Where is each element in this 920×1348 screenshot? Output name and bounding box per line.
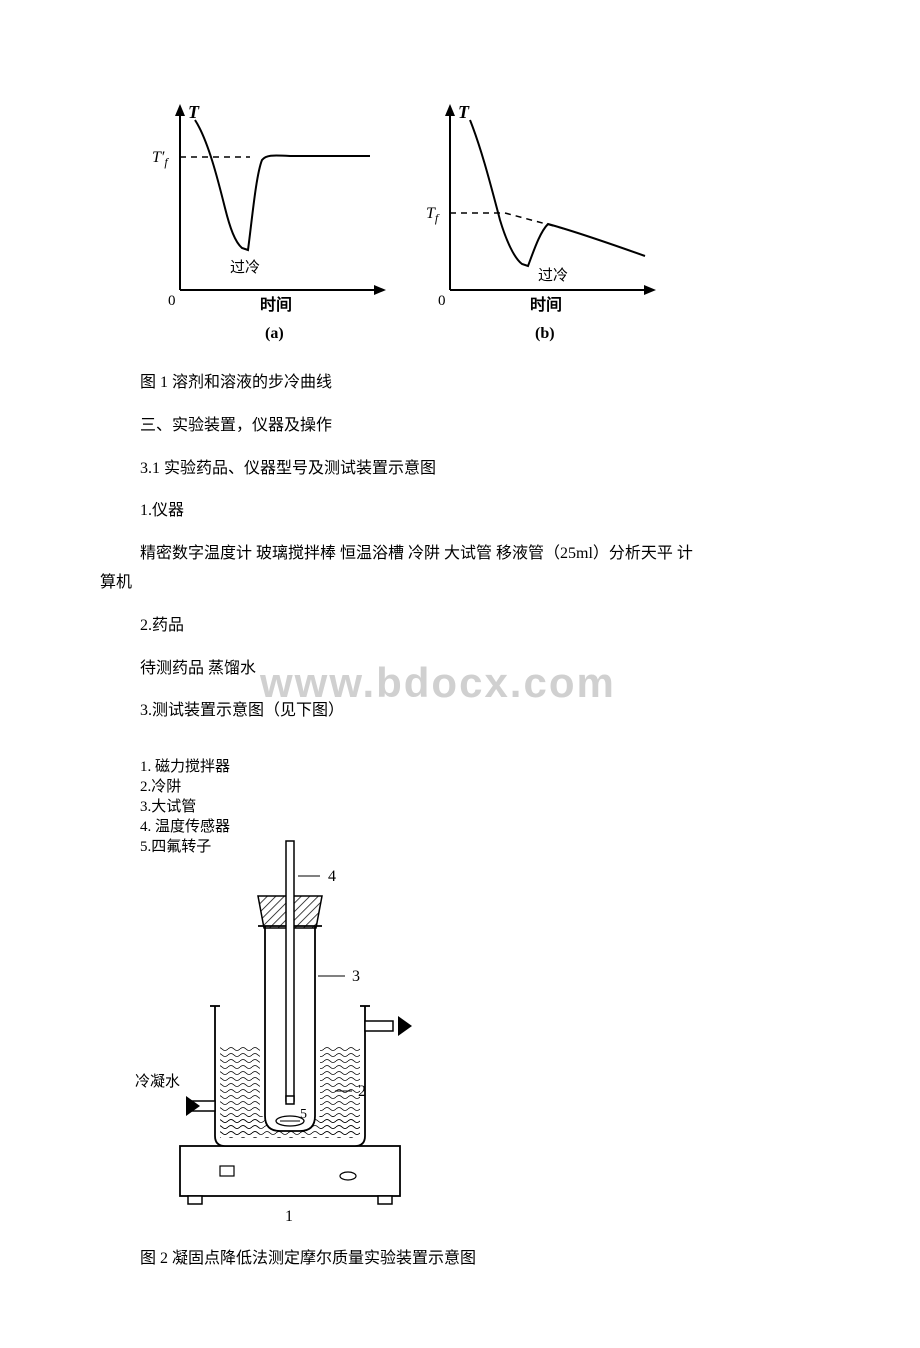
item-1-line1: 精密数字温度计 玻璃搅拌棒 恒温浴槽 冷阱 大试管 移液管（25ml）分析天平 … (140, 545, 693, 562)
legend-5: 5.四氟转子 (140, 838, 211, 855)
legend-3: 3.大试管 (140, 798, 196, 815)
panel-b-ylabel: T (458, 102, 470, 122)
apparatus-label-5: 5 (300, 1107, 307, 1122)
panel-a-tf-label: T′f (152, 149, 169, 169)
panel-a-origin: 0 (168, 293, 176, 309)
panel-b-origin: 0 (438, 293, 446, 309)
panel-a-supercool: 过冷 (230, 259, 260, 276)
item-1-label: 1.仪器 (140, 497, 820, 526)
panel-a-ylabel: T (188, 102, 200, 122)
section-3-1: 3.1 实验药品、仪器型号及测试装置示意图 (140, 455, 820, 484)
item-3-label: 3.测试装置示意图（见下图） (140, 697, 820, 726)
panel-b-tf-label: Tf (426, 205, 440, 225)
panel-a-xlabel: 时间 (260, 295, 292, 314)
legend-2: 2.冷阱 (140, 778, 181, 795)
apparatus-svg: 1. 磁力搅拌器 2.冷阱 3.大试管 4. 温度传感器 5.四氟转子 1 冷凝… (120, 746, 460, 1226)
item-1-content: 精密数字温度计 玻璃搅拌棒 恒温浴槽 冷阱 大试管 移液管（25ml）分析天平 … (100, 540, 820, 598)
coolant-label: 冷凝水 (135, 1073, 180, 1090)
apparatus-label-4: 4 (328, 868, 336, 885)
section-3-title: 三、实验装置，仪器及操作 (140, 412, 820, 441)
panel-b-xlabel: 时间 (530, 295, 562, 314)
cooling-curves-svg: T T′f 过冷 0 时间 (a) T Tf (140, 90, 680, 350)
apparatus-label-1: 1 (285, 1208, 293, 1225)
panel-a-label: (a) (265, 325, 284, 342)
panel-b-label: (b) (535, 325, 555, 342)
legend-1: 1. 磁力搅拌器 (140, 758, 230, 775)
item-1-line2: 算机 (100, 574, 132, 591)
figure-1: T T′f 过冷 0 时间 (a) T Tf (140, 90, 820, 355)
apparatus-label-3: 3 (352, 968, 360, 985)
item-2-content-row: www.bdocx.com 待测药品 蒸馏水 (140, 655, 820, 684)
figure-2: 1. 磁力搅拌器 2.冷阱 3.大试管 4. 温度传感器 5.四氟转子 1 冷凝… (120, 746, 820, 1231)
item-2-content: 待测药品 蒸馏水 (140, 660, 256, 677)
fig1-caption: 图 1 溶剂和溶液的步冷曲线 (140, 369, 820, 398)
legend-4: 4. 温度传感器 (140, 818, 230, 835)
panel-b-supercool: 过冷 (538, 267, 568, 284)
item-2-label: 2.药品 (140, 612, 820, 641)
fig2-caption: 图 2 凝固点降低法测定摩尔质量实验装置示意图 (140, 1245, 820, 1274)
